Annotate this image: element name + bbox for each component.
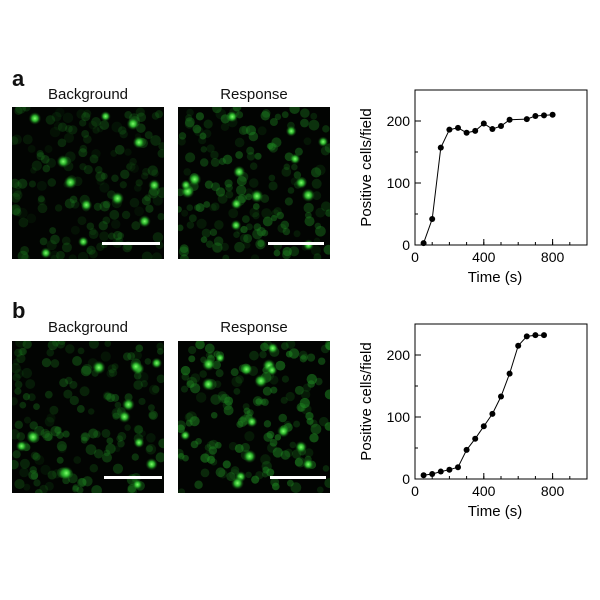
scale-bar-background-b	[104, 476, 162, 479]
micrograph-background-b	[12, 341, 164, 493]
x-axis-label: Time (s)	[468, 503, 522, 520]
data-point	[472, 127, 479, 134]
data-point	[506, 370, 513, 377]
cell-field-texture	[12, 107, 164, 259]
y-tick-label: 0	[402, 237, 410, 253]
data-point	[523, 116, 530, 123]
image-label-response-a: Response	[220, 86, 288, 103]
x-axis-label: Time (s)	[468, 269, 522, 286]
data-point	[420, 472, 427, 479]
data-point	[532, 113, 539, 120]
x-tick-label: 400	[472, 483, 496, 499]
data-point	[437, 468, 444, 475]
data-point	[463, 129, 470, 136]
y-tick-label: 100	[387, 175, 411, 191]
scale-bar-response-a	[268, 242, 324, 245]
x-tick-label: 0	[411, 483, 419, 499]
data-point	[506, 116, 513, 123]
plot-frame	[414, 323, 588, 480]
data-point	[498, 393, 504, 400]
micrograph-response-a	[178, 107, 330, 259]
data-point	[541, 332, 547, 339]
data-point	[429, 471, 436, 478]
image-label-response-b: Response	[220, 319, 288, 336]
data-point	[463, 446, 470, 453]
data-point	[498, 122, 504, 129]
y-axis-label: Positive cells/field	[358, 342, 375, 460]
image-label-background-a: Background	[47, 86, 129, 103]
scale-bar-background-a	[102, 242, 160, 245]
panel-letter-a: a	[12, 66, 25, 91]
y-axis-label: Positive cells/field	[358, 108, 375, 226]
x-tick-label: 0	[411, 249, 419, 265]
y-tick-label: 100	[387, 409, 411, 425]
data-point	[437, 144, 444, 151]
x-tick-label: 800	[541, 483, 565, 499]
series-line	[423, 114, 553, 244]
chart-b: 0 400 800 0 100 200 Time (s) Positive cells/fie…	[358, 323, 588, 520]
plot-frame	[414, 89, 588, 246]
scale-bar-response-b	[270, 476, 326, 479]
data-point	[523, 333, 530, 340]
data-point	[429, 215, 436, 222]
cell-field-texture	[178, 107, 330, 259]
x-tick-label: 400	[472, 249, 496, 265]
data-point	[549, 111, 556, 118]
data-point	[446, 126, 453, 133]
cell-field-texture	[12, 341, 164, 493]
micrograph-response-b	[178, 341, 330, 493]
data-point	[455, 124, 461, 131]
data-point	[480, 423, 487, 430]
chart-a: 0 400 800 0 100 200 Time (s) Positive cells/fie…	[358, 89, 588, 286]
x-tick-label: 800	[541, 249, 565, 265]
cell-field-texture	[178, 341, 330, 493]
data-point	[455, 464, 461, 471]
y-tick-label: 200	[387, 347, 411, 363]
data-point	[420, 240, 427, 247]
data-point	[515, 342, 522, 349]
data-point	[489, 410, 496, 417]
series-line	[423, 334, 544, 476]
image-label-background-b: Background	[47, 319, 129, 336]
data-point	[480, 120, 487, 127]
y-tick-label: 0	[402, 471, 410, 487]
data-point	[532, 332, 539, 339]
data-point	[489, 126, 496, 133]
panel-letter-b: b	[12, 298, 26, 323]
y-tick-label: 200	[387, 113, 411, 129]
data-point	[446, 466, 453, 473]
data-point	[541, 112, 547, 119]
data-point	[472, 435, 479, 442]
micrograph-background-a	[12, 107, 164, 259]
